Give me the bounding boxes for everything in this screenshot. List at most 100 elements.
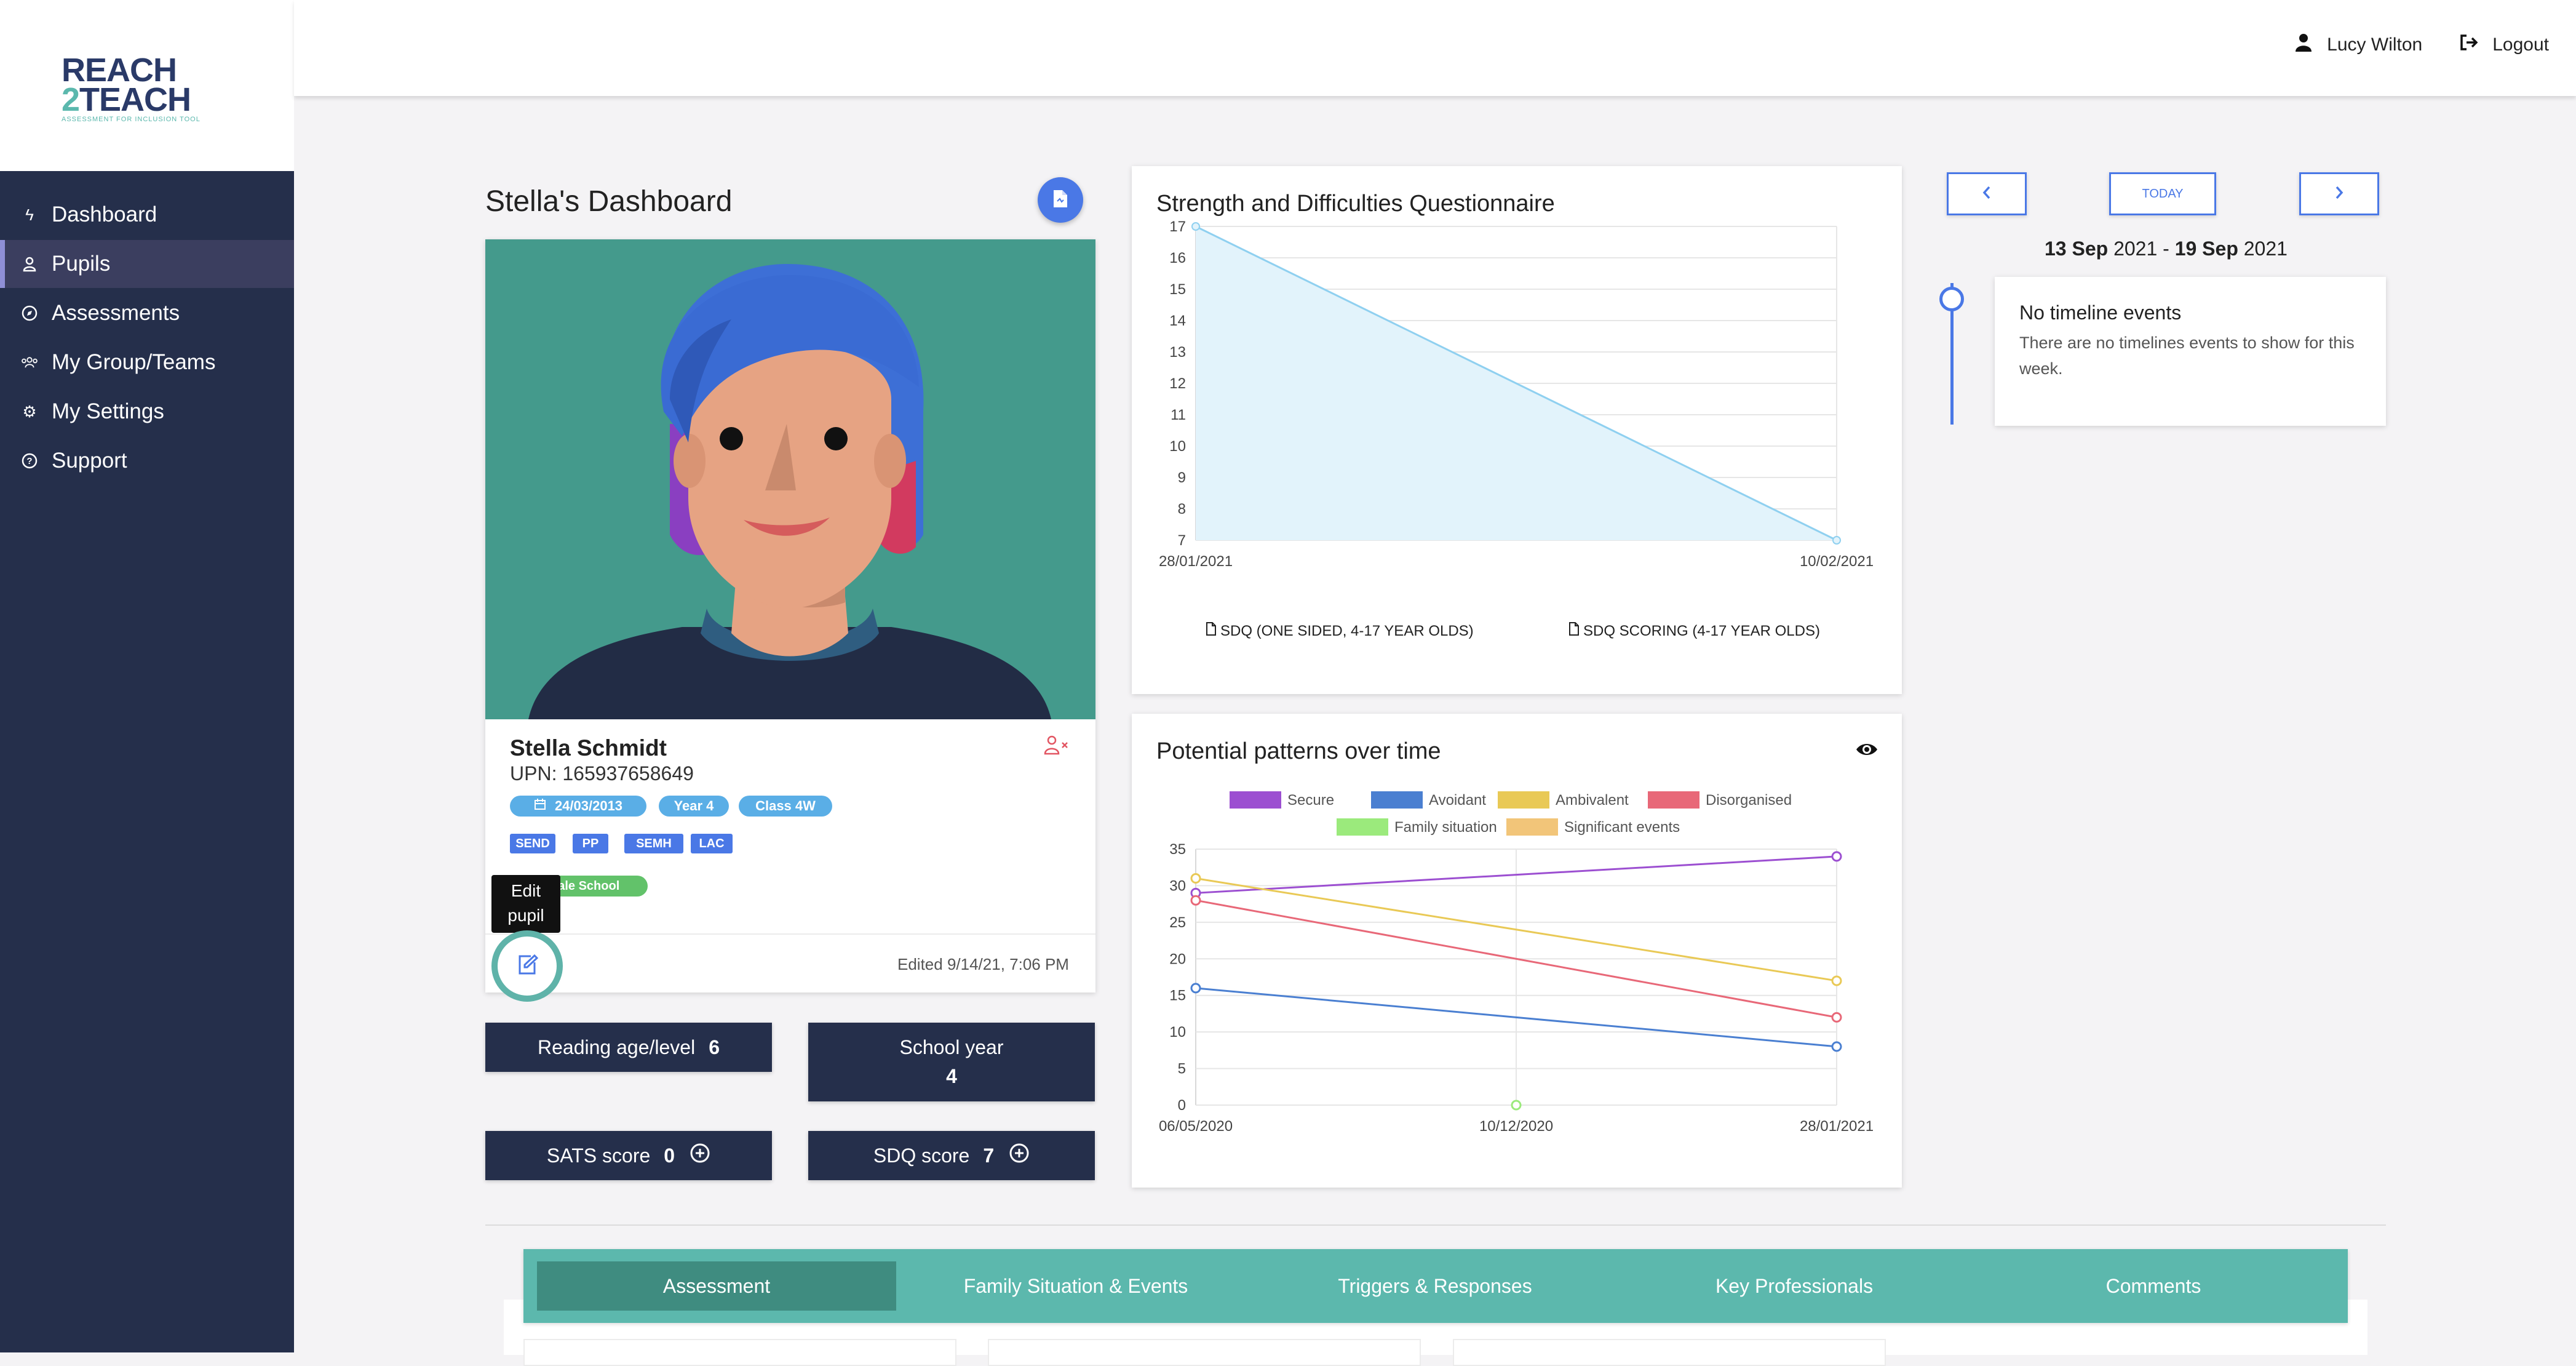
logout-icon[interactable] (2459, 34, 2479, 56)
avoidant-point (1831, 1041, 1842, 1052)
tooltip-line: pupil (507, 906, 544, 925)
x-tick-label: 10/02/2021 (1800, 553, 1874, 570)
timeline-line (1950, 283, 1954, 425)
y-tick-label: 30 (1169, 877, 1186, 894)
logo-line2: TEACH (79, 81, 191, 118)
add-sdq-score-button[interactable] (1009, 1143, 1030, 1169)
content-card (988, 1339, 1421, 1366)
remove-pupil-icon[interactable] (1044, 735, 1070, 760)
next-week-button[interactable] (2299, 172, 2379, 215)
y-tick-label: 14 (1169, 313, 1186, 329)
sdq-line (1195, 225, 1837, 541)
logo-area: REACH 2TEACH ASSESSMENT FOR INCLUSION TO… (0, 0, 294, 171)
legend-swatch (1230, 791, 1281, 809)
edited-timestamp: Edited 9/14/21, 7:06 PM (897, 955, 1069, 973)
sidebar-item-assessments[interactable]: Assessments (0, 289, 294, 337)
tab-triggers-responses[interactable]: Triggers & Responses (1338, 1274, 1532, 1297)
patterns-chart-title: Potential patterns over time (1156, 738, 1441, 764)
y-tick-label: 20 (1169, 951, 1186, 967)
today-button[interactable]: TODAY (2109, 172, 2216, 215)
legend-label: Significant events (1564, 819, 1680, 836)
legend-swatch (1337, 818, 1388, 836)
sidebar-item-label: My Group/Teams (52, 350, 216, 374)
eye-icon[interactable] (1855, 741, 1878, 761)
patterns-chart: Secure Avoidant Ambivalent Disorganised Fami… (1159, 791, 1874, 1135)
week-start: 13 Sep (2045, 238, 2109, 260)
timeline-message: There are no timelines events to show fo… (2019, 334, 2355, 378)
family-situation-point (1511, 1100, 1522, 1111)
sdq-chart: 7 8 9 10 11 12 13 14 15 16 17 28/01/2021 10/02/2021 (1159, 218, 1874, 570)
sdq-chart-card: Strength and Difficulties Questionnaire … (1132, 166, 1902, 694)
y-tick-label: 15 (1169, 988, 1186, 1004)
avoidant-point (1190, 983, 1201, 994)
legend-swatch (1506, 818, 1558, 836)
tooltip-line: Edit (511, 881, 541, 900)
export-pdf-button[interactable] (1038, 177, 1083, 223)
content-card (1453, 1339, 1886, 1366)
sidebar-item-pupils[interactable]: Pupils (0, 240, 294, 288)
sidebar-item-label: My Settings (52, 399, 164, 423)
file-pdf-icon (1052, 189, 1068, 212)
legend-label: Secure (1287, 792, 1334, 809)
sdq-chart-title: Strength and Difficulties Questionnaire (1156, 191, 1555, 217)
y-tick-label: 35 (1169, 841, 1186, 858)
x-tick-label: 06/05/2020 (1159, 1118, 1233, 1135)
logo[interactable]: REACH 2TEACH ASSESSMENT FOR INCLUSION TO… (62, 54, 234, 128)
week-start-year: 2021 (2113, 238, 2158, 260)
sats-score-box: SATS score 0 (485, 1131, 772, 1180)
gear-icon: ⚙ (22, 402, 37, 421)
stat-label: Reading age/level (538, 1036, 696, 1058)
patterns-chart-card: Potential patterns over time Secure Avoid… (1132, 714, 1902, 1188)
svg-text:?: ? (26, 456, 32, 466)
pupil-profile-card: Stella Schmidt UPN: 165937658649 24/03/2… (485, 239, 1095, 993)
legend-swatch (1371, 791, 1423, 809)
legend-label: Family situation (1394, 819, 1497, 836)
user-icon (2295, 33, 2312, 57)
week-separator: - (2163, 238, 2169, 260)
tag-lac: LAC (691, 834, 733, 853)
sidebar-item-my-group-teams[interactable]: My Group/Teams (0, 338, 294, 386)
ambivalent-line (1195, 877, 1837, 982)
tab-family-situation-events[interactable]: Family Situation & Events (963, 1274, 1188, 1297)
edit-pupil-button[interactable] (491, 930, 563, 1002)
y-tick-label: 7 (1178, 532, 1186, 549)
tab-comments[interactable]: Comments (2105, 1274, 2201, 1297)
sdq-point (1191, 222, 1200, 231)
sidebar-item-label: Dashboard (52, 202, 157, 226)
stat-value: 0 (664, 1144, 675, 1167)
week-end-year: 2021 (2243, 238, 2288, 260)
sdq-one-sided-link[interactable]: SDQ (ONE SIDED, 4-17 YEAR OLDS) (1206, 621, 1474, 641)
tab-assessment[interactable]: Assessment (537, 1261, 896, 1311)
week-end: 19 Sep (2174, 238, 2238, 260)
sdq-scoring-link[interactable]: SDQ SCORING (4-17 YEAR OLDS) (1568, 621, 1820, 641)
legend-swatch (1648, 791, 1699, 809)
y-tick-label: 13 (1169, 344, 1186, 361)
edit-icon (516, 954, 539, 979)
dob-badge: 24/03/2013 (510, 796, 646, 817)
card-divider (485, 933, 1095, 935)
x-tick-label: 10/12/2020 (1479, 1118, 1553, 1135)
ambivalent-point (1190, 873, 1201, 884)
pupil-upn: UPN: 165937658649 (510, 762, 694, 785)
user-name-link[interactable]: Lucy Wilton (2327, 34, 2423, 55)
reading-age-box: Reading age/level 6 (485, 1023, 772, 1072)
add-sats-score-button[interactable] (690, 1143, 710, 1169)
previous-week-button[interactable] (1947, 172, 2027, 215)
sidebar-item-dashboard[interactable]: ϟ Dashboard (0, 191, 294, 239)
school-year-box: School year 4 (808, 1023, 1095, 1101)
tab-key-professionals[interactable]: Key Professionals (1715, 1274, 1874, 1297)
timeline-dot (1939, 287, 1964, 311)
y-tick-label: 8 (1178, 501, 1186, 517)
ambivalent-point (1831, 975, 1842, 986)
chevron-left-icon (1981, 185, 1993, 204)
section-divider (485, 1224, 2386, 1226)
y-tick-label: 5 (1178, 1061, 1186, 1077)
sidebar-item-support[interactable]: ? Support (0, 437, 294, 485)
file-pdf-icon (1568, 621, 1580, 641)
sdq-link-label: SDQ (ONE SIDED, 4-17 YEAR OLDS) (1220, 622, 1474, 639)
logout-link[interactable]: Logout (2492, 34, 2549, 55)
year-badge: Year 4 (659, 796, 729, 817)
class-badge: Class 4W (739, 796, 832, 817)
sidebar-item-my-settings[interactable]: ⚙ My Settings (0, 388, 294, 436)
tag-semh: SEMH (624, 834, 683, 853)
